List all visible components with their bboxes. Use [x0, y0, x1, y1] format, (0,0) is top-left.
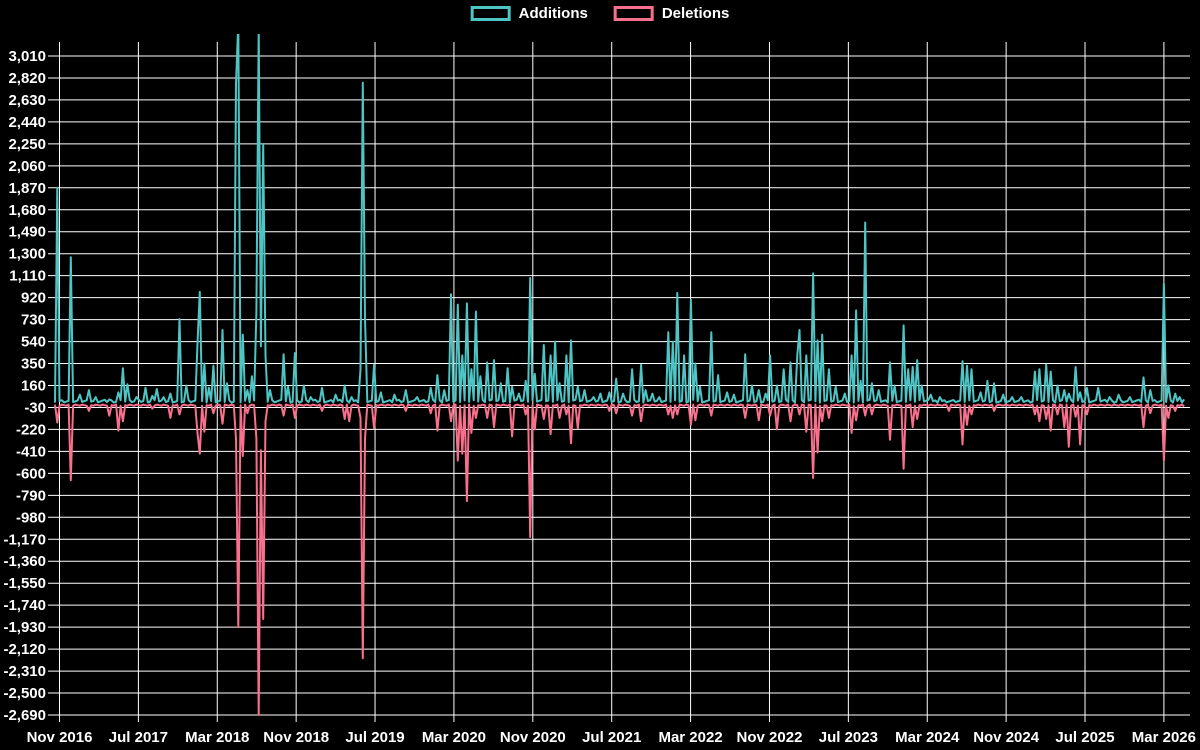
- x-axis-tick-label: Jul 2025: [1055, 729, 1114, 746]
- chart-legend: Additions Deletions: [470, 5, 730, 22]
- x-axis-tick-label: Nov 2020: [500, 729, 566, 746]
- y-axis-tick-label: 2,250: [8, 136, 46, 153]
- y-axis-tick-label: -2,310: [3, 663, 46, 680]
- y-axis-tick-label: -1,360: [3, 553, 46, 570]
- y-axis-tick-label: 1,490: [8, 224, 46, 241]
- additions-swatch-icon: [470, 6, 511, 21]
- x-axis-tick-label: Mar 2026: [1132, 729, 1196, 746]
- x-axis-tick-label: Jul 2021: [582, 729, 641, 746]
- x-axis-tick-label: Jul 2019: [345, 729, 404, 746]
- legend-label-deletions: Deletions: [661, 5, 730, 22]
- x-axis-tick-label: Mar 2018: [185, 729, 249, 746]
- x-axis-tick-label: Mar 2022: [658, 729, 722, 746]
- x-axis-tick-label: Jul 2017: [109, 729, 168, 746]
- y-axis-tick-label: 350: [21, 356, 46, 373]
- y-axis-tick-label: -1,930: [3, 619, 46, 636]
- y-axis-tick-label: -600: [16, 465, 46, 482]
- x-axis-tick-label: Nov 2016: [27, 729, 93, 746]
- y-axis-tick-label: 730: [21, 312, 46, 329]
- deletions-swatch-icon: [613, 6, 654, 21]
- y-axis-tick-label: -2,500: [3, 685, 46, 702]
- x-axis-tick-label: Nov 2024: [973, 729, 1040, 746]
- x-axis-tick-label: Nov 2018: [263, 729, 329, 746]
- legend-item-deletions[interactable]: Deletions: [613, 5, 730, 22]
- y-axis-tick-label: 160: [21, 378, 46, 395]
- y-axis-tick-label: 2,440: [8, 114, 46, 131]
- x-axis-tick-label: Jul 2023: [819, 729, 878, 746]
- y-axis-tick-label: -410: [16, 443, 46, 460]
- y-axis-tick-label: 2,060: [8, 158, 46, 175]
- y-axis-tick-label: 2,820: [8, 70, 46, 87]
- y-axis-tick-label: -220: [16, 421, 46, 438]
- y-axis-tick-label: -1,170: [3, 531, 46, 548]
- y-axis-tick-label: -2,120: [3, 641, 46, 658]
- series-line-additions: [54, 34, 1186, 404]
- y-axis-tick-label: 1,870: [8, 180, 46, 197]
- y-axis-tick-label: -30: [24, 399, 46, 416]
- y-axis-tick-label: 1,300: [8, 246, 46, 263]
- y-axis-tick-label: -980: [16, 509, 46, 526]
- x-axis-tick-label: Nov 2022: [737, 729, 803, 746]
- y-axis-tick-label: -2,690: [3, 707, 46, 724]
- series-line-deletions: [54, 403, 1185, 716]
- y-axis-tick-label: -1,550: [3, 575, 46, 592]
- y-axis-tick-label: 2,630: [8, 92, 46, 109]
- y-axis-tick-label: 3,010: [8, 48, 46, 65]
- y-axis-tick-label: 920: [21, 290, 46, 307]
- y-axis-tick-label: 540: [21, 334, 46, 351]
- y-axis-tick-label: 1,680: [8, 202, 46, 219]
- y-axis-tick-label: -790: [16, 487, 46, 504]
- y-axis-tick-label: 1,110: [9, 268, 46, 285]
- x-axis-tick-label: Mar 2020: [422, 729, 486, 746]
- legend-label-additions: Additions: [518, 5, 588, 22]
- y-axis-tick-label: -1,740: [3, 597, 46, 614]
- x-axis-tick-label: Mar 2024: [895, 729, 960, 746]
- legend-item-additions[interactable]: Additions: [470, 5, 588, 22]
